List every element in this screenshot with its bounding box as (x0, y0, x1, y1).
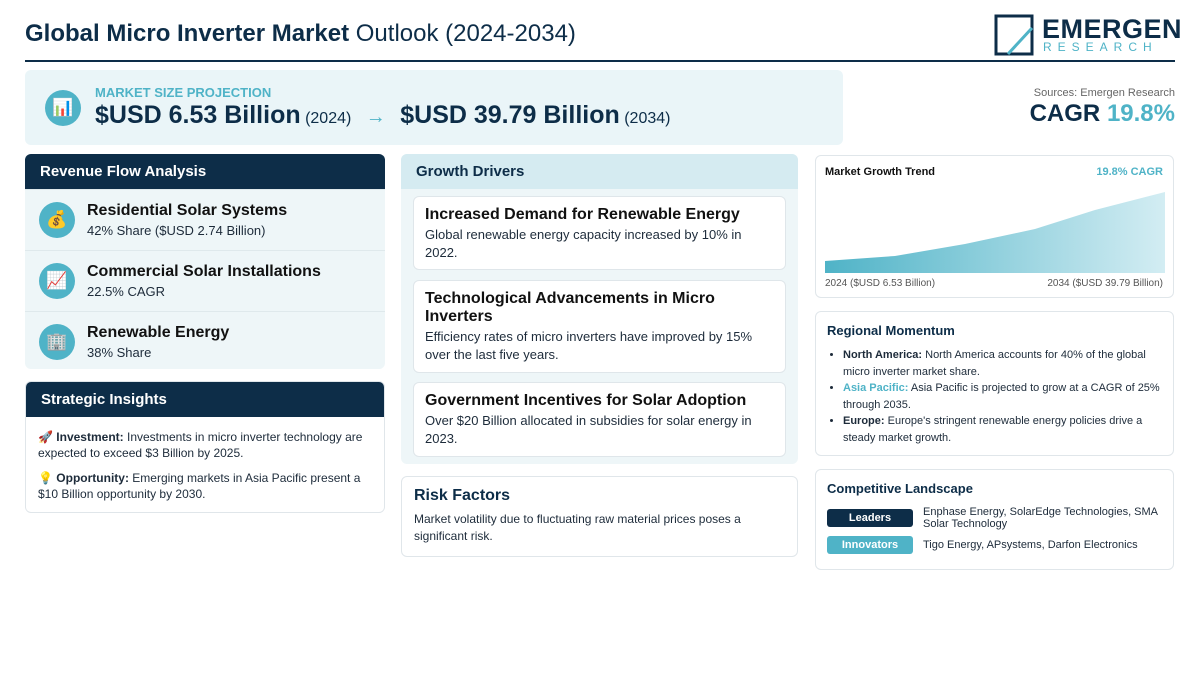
trend-end: 2034 ($USD 39.79 Billion) (1047, 278, 1163, 289)
driver-card: Government Incentives for Solar Adoption… (413, 382, 786, 457)
insight-label: Opportunity: (56, 471, 129, 485)
drivers-card: Growth Drivers Increased Demand for Rene… (401, 154, 798, 464)
region-name: Asia Pacific: (843, 382, 909, 394)
region-text: North America accounts for 40% of the gl… (843, 349, 1146, 378)
risk-card: Risk Factors Market volatility due to fl… (401, 476, 798, 557)
cagr-value: 19.8% (1106, 100, 1175, 127)
competitive-row: Leaders Enphase Energy, SolarEdge Technol… (827, 506, 1162, 530)
trend-badge: 19.8% CAGR (1096, 166, 1163, 178)
cagr-label: CAGR (1029, 100, 1101, 127)
cagr: CAGR 19.8% (1030, 100, 1175, 128)
competitive-title: Competitive Landscape (827, 481, 973, 496)
revenue-icon: 🏢 (39, 324, 75, 360)
revenue-item: 💰 Residential Solar Systems 42% Share ($US… (25, 189, 385, 250)
drivers-title: Growth Drivers (401, 154, 798, 189)
logo-sub: RESEARCH (1043, 40, 1158, 54)
region-item: Europe: Europe's stringent renewable ene… (843, 413, 1162, 446)
region-text: Asia Pacific is projected to grow at a C… (843, 382, 1160, 411)
revenue-list: 💰 Residential Solar Systems 42% Share ($US… (25, 189, 385, 372)
trend-title: Market Growth Trend (825, 166, 936, 178)
region-item: Asia Pacific: Asia Pacific is projected … (843, 380, 1162, 413)
end-year: (2034) (624, 110, 671, 127)
insights-card: Strategic Insights 🚀 Investment: Investm… (25, 381, 385, 513)
insight: 🚀 Investment: Investments in micro inver… (38, 429, 372, 461)
region-name: North America: (843, 349, 923, 361)
revenue-title: Revenue Flow Analysis (25, 154, 385, 189)
trend-area (825, 192, 1165, 273)
projection-values: $USD 6.53 Billion (2024) → $USD 39.79 Bi… (95, 101, 670, 130)
insight: 💡 Opportunity: Emerging markets in Asia … (38, 470, 372, 502)
revenue-name: Residential Solar Systems (87, 202, 288, 219)
projection-label: MARKET SIZE PROJECTION (95, 85, 272, 100)
revenue-detail: 22.5% CAGR (87, 284, 166, 299)
revenue-card: Revenue Flow Analysis 💰 Residential Solar… (25, 154, 385, 369)
region-text: Europe's stringent renewable energy poli… (843, 415, 1143, 444)
revenue-item: 📈 Commercial Solar Installations 22.5% CAG… (25, 250, 385, 311)
revenue-detail: 42% Share ($USD 2.74 Billion) (87, 223, 266, 238)
driver-title: Increased Demand for Renewable Energy (425, 206, 740, 223)
regional-card: Regional Momentum North America: North A… (815, 311, 1174, 456)
trend-start: 2024 ($USD 6.53 Billion) (825, 278, 936, 289)
revenue-text: Commercial Solar Installations 22.5% CAGR (87, 263, 321, 299)
start-year: (2024) (305, 110, 352, 127)
driver-text: Efficiency rates of micro inverters have… (425, 329, 753, 362)
competitive-tag: Innovators (827, 536, 913, 554)
region-name: Europe: (843, 415, 885, 427)
insights-title: Strategic Insights (26, 382, 384, 417)
revenue-icon: 📈 (39, 263, 75, 299)
insight-text: Investments in micro inverter technology… (38, 430, 363, 460)
title: Global Micro Inverter Market Outlook (20… (25, 20, 576, 48)
start-value: $USD 6.53 Billion (95, 101, 301, 129)
risk-text: Market volatility due to fluctuating raw… (414, 512, 741, 543)
title-rest: Outlook (2024-2034) (355, 20, 576, 47)
logo-mark (994, 14, 1034, 56)
insight-icon: 🚀 (38, 430, 53, 444)
driver-text: Global renewable energy capacity increas… (425, 227, 742, 260)
header-rule (25, 60, 1175, 62)
revenue-name: Commercial Solar Installations (87, 263, 321, 280)
title-bold: Global Micro Inverter Market (25, 20, 350, 47)
competitive-text: Tigo Energy, APsystems, Darfon Electroni… (923, 539, 1138, 551)
logo-name: EMERGEN (1042, 14, 1183, 44)
projection-icon: 📊 (45, 90, 81, 126)
revenue-icon: 💰 (39, 202, 75, 238)
insight-text: Emerging markets in Asia Pacific present… (38, 471, 361, 501)
regional-title: Regional Momentum (827, 323, 955, 338)
driver-card: Technological Advancements in Micro Inve… (413, 280, 786, 373)
competitive-list: Leaders Enphase Energy, SolarEdge Technol… (827, 506, 1162, 554)
revenue-detail: 38% Share (87, 345, 152, 360)
driver-title: Technological Advancements in Micro Inve… (425, 290, 715, 325)
source: Sources: Emergen Research (1033, 87, 1175, 99)
revenue-text: Residential Solar Systems 42% Share ($USD… (87, 202, 287, 238)
insights-list: 🚀 Investment: Investments in micro inver… (26, 417, 384, 523)
competitive-card: Competitive Landscape Leaders Enphase Ene… (815, 469, 1174, 570)
competitive-tag: Leaders (827, 509, 913, 527)
arrow: → (365, 106, 386, 128)
competitive-text: Enphase Energy, SolarEdge Technologies, … (923, 506, 1158, 530)
regional-list: North America: North America accounts fo… (827, 347, 1162, 446)
revenue-item: 🏢 Renewable Energy 38% Share (25, 311, 385, 372)
driver-text: Over $20 Billion allocated in subsidies … (425, 413, 752, 446)
end-value: $USD 39.79 Billion (400, 101, 620, 129)
projection-box: 📊 MARKET SIZE PROJECTION $USD 6.53 Billi… (25, 70, 843, 145)
driver-card: Increased Demand for Renewable Energy Glo… (413, 196, 786, 270)
revenue-text: Renewable Energy 38% Share (87, 324, 229, 360)
insight-icon: 💡 (38, 471, 53, 485)
region-item: North America: North America accounts fo… (843, 347, 1162, 380)
trend-card: Market Growth Trend 19.8% CAGR 2024 ($US… (815, 155, 1174, 298)
revenue-name: Renewable Energy (87, 324, 230, 341)
driver-title: Government Incentives for Solar Adoption (425, 392, 747, 409)
insight-label: Investment: (56, 430, 124, 444)
competitive-row: Innovators Tigo Energy, APsystems, Darfon… (827, 536, 1162, 554)
risk-title: Risk Factors (414, 487, 511, 504)
